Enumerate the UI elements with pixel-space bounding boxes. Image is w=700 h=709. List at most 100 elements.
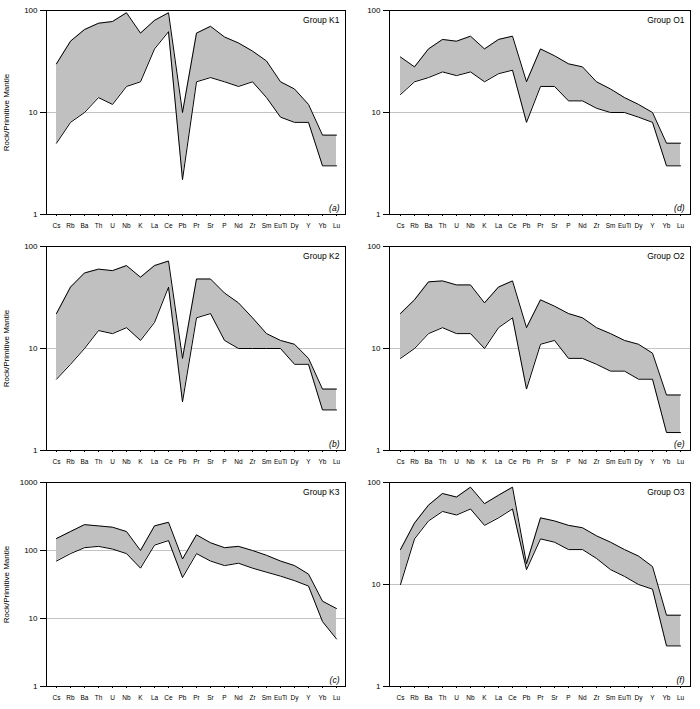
svg-text:Group K1: Group K1 xyxy=(303,15,340,25)
svg-text:P: P xyxy=(566,222,570,229)
svg-text:Cs: Cs xyxy=(53,694,62,701)
svg-text:Sr: Sr xyxy=(207,458,214,465)
svg-text:Yb: Yb xyxy=(663,694,671,701)
svg-text:Nd: Nd xyxy=(578,222,587,229)
svg-text:Y: Y xyxy=(306,222,311,229)
svg-text:Zr: Zr xyxy=(593,458,600,465)
svg-text:10: 10 xyxy=(29,108,38,117)
svg-text:(f): (f) xyxy=(676,675,684,685)
svg-text:1: 1 xyxy=(376,682,381,691)
svg-text:10: 10 xyxy=(29,614,38,623)
svg-text:Ce: Ce xyxy=(508,694,517,701)
svg-text:10: 10 xyxy=(372,580,381,589)
svg-text:Rock/Primitive Mantle: Rock/Primitive Mantle xyxy=(2,73,11,151)
svg-text:La: La xyxy=(495,694,503,701)
svg-text:P: P xyxy=(222,458,226,465)
svg-text:Yb: Yb xyxy=(319,458,327,465)
svg-text:Nd: Nd xyxy=(578,458,587,465)
svg-text:Sm: Sm xyxy=(262,222,272,229)
svg-text:Sm: Sm xyxy=(606,222,616,229)
svg-text:Ba: Ba xyxy=(81,458,89,465)
svg-text:Ce: Ce xyxy=(164,458,173,465)
svg-text:Y: Y xyxy=(650,222,655,229)
svg-text:Rb: Rb xyxy=(66,458,75,465)
svg-text:Lu: Lu xyxy=(677,222,685,229)
svg-text:K: K xyxy=(482,694,487,701)
svg-text:EuTi: EuTi xyxy=(274,222,287,229)
svg-text:Rb: Rb xyxy=(66,222,75,229)
svg-text:K: K xyxy=(482,458,487,465)
svg-text:Nd: Nd xyxy=(578,694,587,701)
svg-text:Cs: Cs xyxy=(397,222,406,229)
svg-text:P: P xyxy=(222,222,226,229)
svg-text:100: 100 xyxy=(24,242,38,251)
svg-text:Pb: Pb xyxy=(523,694,531,701)
svg-text:Dy: Dy xyxy=(635,694,644,702)
svg-text:Dy: Dy xyxy=(291,694,300,702)
svg-text:Yb: Yb xyxy=(319,222,327,229)
svg-text:La: La xyxy=(495,458,503,465)
svg-text:Sr: Sr xyxy=(551,458,558,465)
svg-text:10: 10 xyxy=(29,344,38,353)
svg-text:Cs: Cs xyxy=(53,222,62,229)
svg-text:Sm: Sm xyxy=(262,458,272,465)
svg-text:Th: Th xyxy=(95,222,103,229)
svg-text:K: K xyxy=(138,222,143,229)
svg-text:Dy: Dy xyxy=(291,222,300,230)
svg-text:Sm: Sm xyxy=(262,694,272,701)
svg-text:Lu: Lu xyxy=(333,694,341,701)
svg-text:Nb: Nb xyxy=(122,222,131,229)
svg-text:1: 1 xyxy=(376,210,381,219)
svg-text:P: P xyxy=(566,694,570,701)
svg-text:Sm: Sm xyxy=(606,694,616,701)
svg-text:Sr: Sr xyxy=(551,222,558,229)
svg-text:Pb: Pb xyxy=(179,222,187,229)
svg-text:Rb: Rb xyxy=(410,694,419,701)
svg-text:EuTi: EuTi xyxy=(618,222,631,229)
svg-text:EuTi: EuTi xyxy=(274,458,287,465)
svg-text:Pr: Pr xyxy=(193,694,200,701)
svg-text:Zr: Zr xyxy=(249,694,256,701)
svg-text:Group K2: Group K2 xyxy=(303,251,340,261)
svg-text:Ba: Ba xyxy=(81,694,89,701)
svg-text:10: 10 xyxy=(372,108,381,117)
svg-text:Rock/Primitive Mantle: Rock/Primitive Mantle xyxy=(2,309,11,387)
svg-text:EuTi: EuTi xyxy=(618,694,631,701)
svg-text:Group O3: Group O3 xyxy=(647,487,685,497)
svg-text:Yb: Yb xyxy=(663,458,671,465)
svg-text:Pb: Pb xyxy=(523,222,531,229)
svg-text:(a): (a) xyxy=(329,203,340,213)
svg-text:Group O2: Group O2 xyxy=(647,251,685,261)
svg-text:Lu: Lu xyxy=(677,694,685,701)
svg-text:Rb: Rb xyxy=(410,458,419,465)
svg-text:100: 100 xyxy=(367,242,381,251)
svg-text:Y: Y xyxy=(306,694,311,701)
svg-text:Y: Y xyxy=(650,458,655,465)
svg-text:1000: 1000 xyxy=(20,478,38,487)
svg-text:P: P xyxy=(566,458,570,465)
svg-text:Nb: Nb xyxy=(122,458,131,465)
svg-text:Pr: Pr xyxy=(193,458,200,465)
svg-text:Ba: Ba xyxy=(425,222,433,229)
svg-text:U: U xyxy=(454,222,459,229)
svg-text:Nd: Nd xyxy=(234,222,243,229)
svg-text:Th: Th xyxy=(439,458,447,465)
svg-text:(d): (d) xyxy=(674,203,685,213)
svg-text:100: 100 xyxy=(24,546,38,555)
svg-text:Nd: Nd xyxy=(234,458,243,465)
svg-text:Group O1: Group O1 xyxy=(647,15,685,25)
svg-text:EuTi: EuTi xyxy=(618,458,631,465)
svg-text:(b): (b) xyxy=(329,439,340,449)
svg-text:Ce: Ce xyxy=(164,222,173,229)
svg-text:Pr: Pr xyxy=(193,222,200,229)
svg-text:Cs: Cs xyxy=(397,458,406,465)
svg-text:Pb: Pb xyxy=(179,458,187,465)
svg-text:Nb: Nb xyxy=(466,458,475,465)
svg-text:Sr: Sr xyxy=(207,694,214,701)
svg-text:Sr: Sr xyxy=(551,694,558,701)
svg-text:Rb: Rb xyxy=(66,694,75,701)
svg-text:Ba: Ba xyxy=(425,694,433,701)
svg-text:Ba: Ba xyxy=(425,458,433,465)
svg-text:Pb: Pb xyxy=(523,458,531,465)
svg-text:Yb: Yb xyxy=(319,694,327,701)
